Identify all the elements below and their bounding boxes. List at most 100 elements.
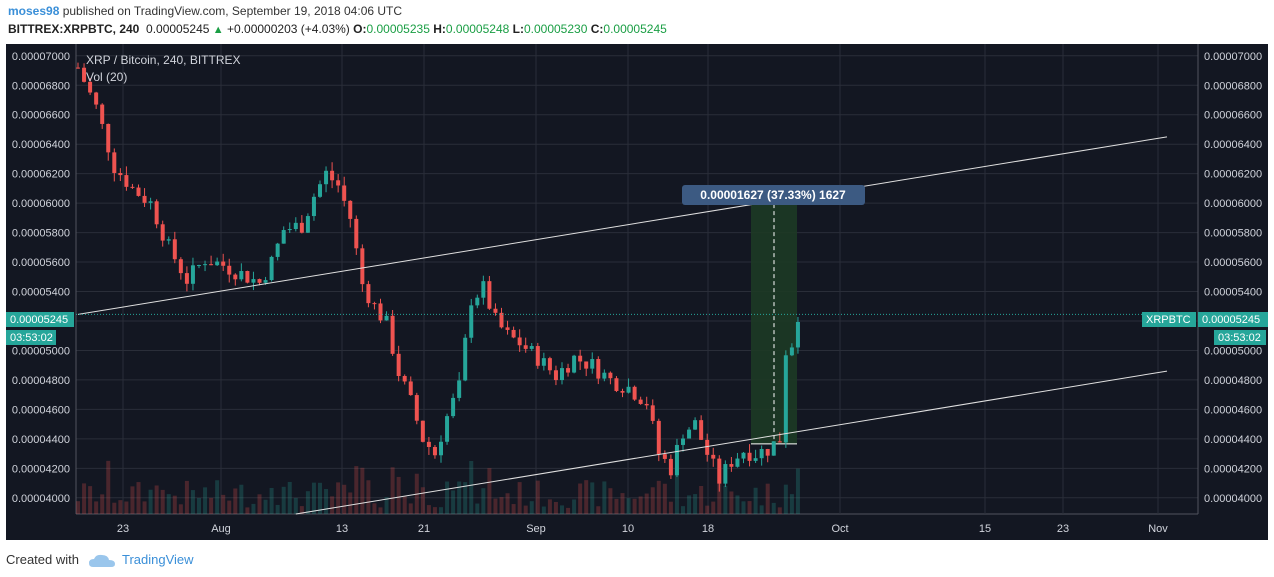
x-tick-label: 15 (979, 523, 991, 535)
volume-bar (777, 507, 782, 514)
candle-body (94, 92, 99, 105)
x-tick-label: Oct (831, 523, 848, 535)
volume-bar (735, 495, 740, 514)
y-tick-label: 0.00006400 (12, 139, 70, 151)
candle-body (795, 321, 800, 348)
candle-body (693, 420, 698, 430)
x-tick-label: 13 (336, 523, 348, 535)
candle-body (535, 346, 540, 366)
volume-bar (245, 507, 250, 514)
candle-body (705, 439, 710, 455)
tradingview-link[interactable]: TradingView (122, 552, 194, 567)
volume-bar (578, 483, 583, 514)
y-tick-label: 0.00006200 (1204, 169, 1262, 181)
volume-bar (233, 488, 238, 514)
volume-bar (420, 487, 425, 514)
symbol-tag (1142, 312, 1196, 327)
volume-bar (432, 507, 437, 514)
low-value: 0.00005230 (523, 22, 588, 36)
countdown-tag-left (6, 330, 56, 345)
y-tick-label: 0.00005400 (1204, 287, 1262, 299)
y-tick-label: 0.00005600 (1204, 257, 1262, 269)
candle-body (408, 381, 413, 396)
candle-body (487, 281, 492, 309)
volume-bar (783, 484, 788, 514)
volume-bar (348, 492, 353, 514)
publish-text: published on TradingView.com, September … (59, 4, 403, 18)
y-tick-label: 0.00006800 (1204, 80, 1262, 92)
countdown-tag-right (1214, 330, 1266, 345)
candle-body (759, 449, 764, 459)
volume-bar (705, 505, 710, 514)
volume-bar (390, 467, 395, 514)
grid (75, 44, 1199, 515)
candle-body (354, 218, 359, 249)
candle-body (505, 327, 510, 330)
volume-bar (457, 481, 462, 514)
volume-bar (493, 498, 498, 514)
volume-bar (596, 506, 601, 514)
candle-body (451, 397, 456, 417)
candle-body (318, 184, 322, 197)
candle-body (172, 239, 177, 260)
chart-frame[interactable]: 0.00004000 0.00004200 0.00004400 0.00004600… (6, 44, 1268, 540)
candle-body (275, 243, 280, 257)
volume-bar (656, 480, 661, 514)
volume-bar (451, 490, 456, 514)
volume-bar (729, 491, 734, 514)
trendline-lower (295, 370, 1168, 515)
volume-bar (197, 497, 201, 514)
candle-body (112, 152, 117, 173)
symbol-tag-value: XRPBTC (1146, 314, 1191, 326)
y-tick-label: 0.00004800 (12, 375, 70, 387)
volume-bar (523, 505, 528, 514)
candle-body (699, 420, 704, 440)
volume-bar (681, 506, 685, 514)
candle-body (203, 264, 208, 266)
candle-body (529, 346, 534, 349)
volume-bar (789, 494, 794, 514)
volume-bar (620, 493, 625, 514)
volume-bar (445, 481, 450, 514)
candle-body (596, 359, 601, 379)
volume-bar (535, 480, 540, 514)
candle-body (348, 200, 353, 219)
candle-body (426, 441, 431, 447)
measure-label-box (682, 185, 865, 205)
volume-bar (771, 502, 776, 514)
y-tick-label: 0.00005400 (12, 287, 70, 299)
volume-bar (160, 489, 165, 514)
volume-bar (330, 496, 335, 514)
volume-bar (505, 493, 510, 514)
volume-bar (190, 490, 195, 514)
x-tick-label: Sep (526, 523, 546, 535)
candle-body (517, 337, 522, 346)
candle-body (771, 441, 776, 456)
candle-body (723, 464, 728, 484)
legend-vol: Vol (20) (86, 70, 127, 84)
ohlc-line: BITTREX:XRPBTC, 240 0.00005245 ▲ +0.0000… (8, 22, 667, 36)
candle-body (747, 452, 752, 461)
candle-body (469, 305, 474, 338)
x-tick-label: 23 (1057, 523, 1069, 535)
volume-bar (130, 486, 135, 514)
volume-bar (154, 485, 159, 514)
y-axis-right: 0.00004000 0.00004200 0.00004400 0.00004600… (1204, 51, 1262, 505)
volume-bar (650, 487, 655, 514)
candle-body (432, 446, 437, 456)
y-tick-label: 0.00004600 (12, 404, 70, 416)
y-tick-label: 0.00005800 (12, 228, 70, 240)
volume-bar (608, 488, 613, 514)
x-tick-label: 10 (622, 523, 634, 535)
candle-body (457, 380, 462, 398)
volume-bar (221, 494, 226, 514)
volume-bar (765, 483, 770, 514)
author-link[interactable]: moses98 (8, 4, 60, 18)
volume-bar (227, 500, 232, 514)
countdown-right-value: 03:53:02 (1218, 332, 1261, 344)
price-tag-right-value: 0.00005245 (1202, 314, 1260, 326)
candle-body (221, 261, 226, 266)
y-tick-label: 0.00006600 (1204, 110, 1262, 122)
chart-canvas[interactable]: 0.00004000 0.00004200 0.00004400 0.00004600… (6, 44, 1268, 540)
volume-bar (590, 482, 595, 514)
